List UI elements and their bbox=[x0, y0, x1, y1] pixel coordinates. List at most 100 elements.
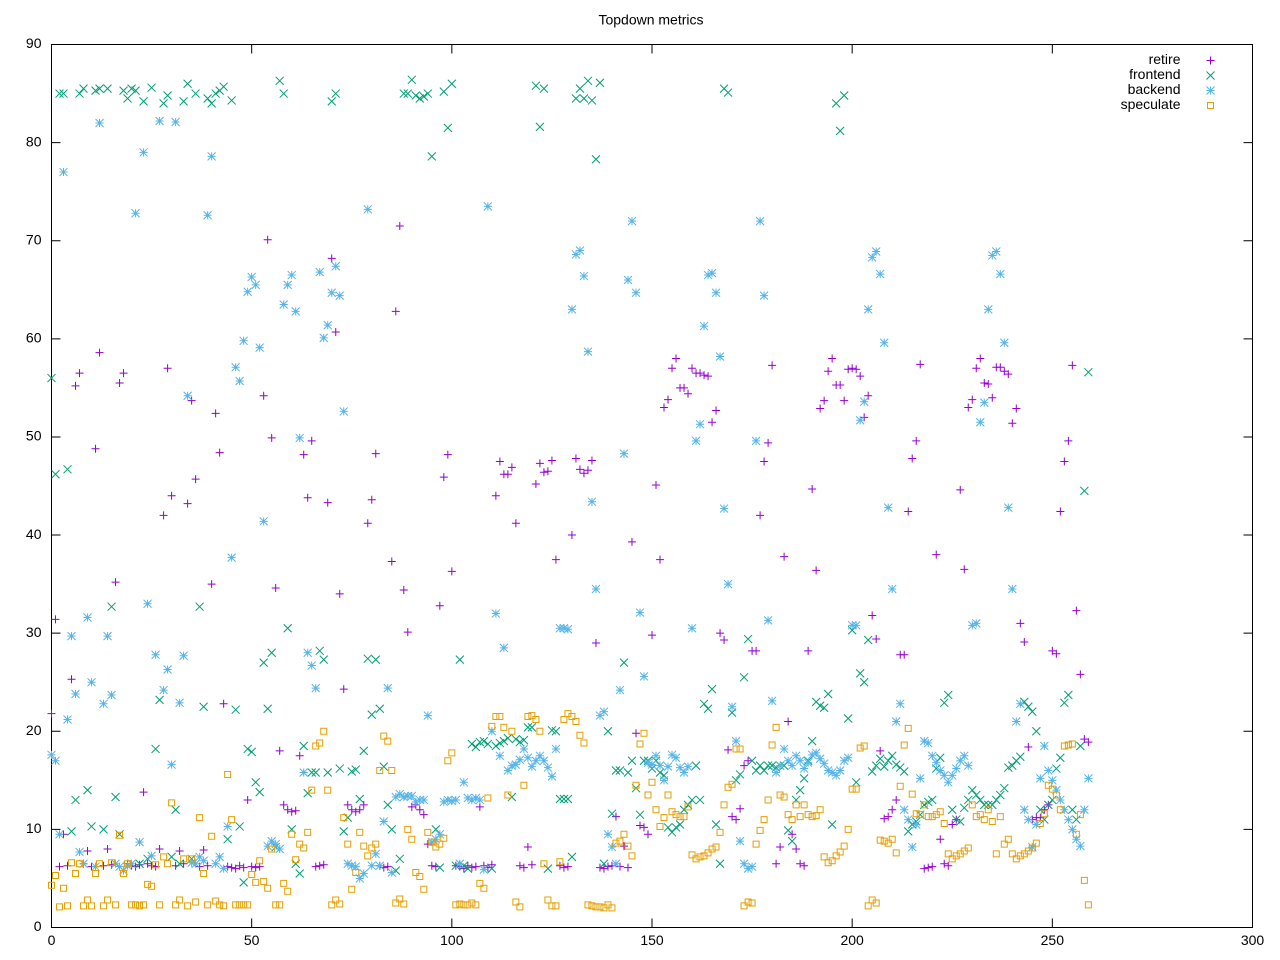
point bbox=[311, 862, 320, 871]
point bbox=[467, 795, 477, 805]
point bbox=[67, 631, 76, 641]
point bbox=[784, 811, 792, 819]
point bbox=[664, 395, 673, 404]
point bbox=[688, 851, 696, 859]
point bbox=[371, 655, 381, 665]
point bbox=[487, 726, 497, 736]
point bbox=[259, 658, 269, 667]
point bbox=[319, 860, 328, 869]
point bbox=[447, 567, 456, 576]
point bbox=[156, 901, 164, 909]
point bbox=[160, 853, 168, 861]
point bbox=[687, 623, 697, 633]
point bbox=[300, 844, 308, 852]
point bbox=[823, 766, 833, 775]
point bbox=[780, 552, 789, 561]
point bbox=[75, 369, 84, 378]
point bbox=[151, 650, 160, 660]
point bbox=[71, 795, 80, 805]
point bbox=[315, 646, 325, 656]
point bbox=[896, 782, 904, 790]
point bbox=[315, 861, 324, 870]
point bbox=[111, 859, 120, 869]
point bbox=[552, 902, 560, 910]
point bbox=[1071, 834, 1081, 844]
point bbox=[919, 736, 929, 746]
point bbox=[967, 785, 977, 795]
point bbox=[1055, 795, 1065, 805]
point bbox=[871, 247, 881, 256]
point bbox=[163, 364, 172, 373]
point bbox=[439, 473, 448, 482]
point bbox=[872, 635, 881, 644]
point bbox=[503, 766, 513, 775]
point bbox=[247, 862, 256, 871]
point bbox=[627, 756, 637, 766]
point bbox=[687, 795, 697, 805]
point bbox=[888, 835, 896, 843]
point bbox=[419, 795, 429, 805]
point bbox=[872, 899, 880, 907]
point bbox=[207, 151, 216, 161]
point bbox=[327, 288, 337, 298]
point bbox=[751, 766, 761, 775]
point bbox=[267, 836, 277, 846]
point bbox=[179, 97, 188, 106]
point bbox=[892, 849, 900, 857]
point bbox=[556, 858, 564, 866]
point bbox=[839, 756, 849, 766]
point bbox=[443, 795, 453, 805]
point bbox=[591, 154, 601, 164]
point bbox=[531, 480, 540, 489]
point bbox=[428, 838, 436, 846]
point bbox=[511, 760, 521, 769]
point bbox=[807, 736, 817, 746]
point bbox=[396, 895, 404, 903]
point bbox=[103, 845, 112, 854]
point bbox=[107, 602, 116, 612]
point bbox=[1067, 805, 1077, 815]
point bbox=[435, 829, 445, 839]
point bbox=[971, 619, 981, 628]
point bbox=[736, 745, 744, 753]
point bbox=[235, 822, 245, 831]
point bbox=[276, 901, 284, 909]
point bbox=[867, 767, 877, 776]
point bbox=[260, 877, 268, 885]
point bbox=[375, 704, 385, 714]
point bbox=[747, 756, 757, 766]
point bbox=[768, 741, 776, 749]
point bbox=[968, 395, 977, 404]
point bbox=[275, 76, 285, 86]
point bbox=[599, 859, 609, 869]
point bbox=[415, 795, 425, 805]
point bbox=[963, 761, 973, 770]
point bbox=[1011, 717, 1021, 726]
point bbox=[1035, 805, 1045, 815]
point bbox=[863, 305, 873, 314]
point bbox=[959, 751, 969, 761]
point bbox=[495, 457, 504, 466]
point bbox=[155, 116, 164, 126]
point bbox=[920, 864, 929, 873]
point bbox=[183, 79, 192, 89]
point bbox=[347, 861, 357, 871]
point bbox=[283, 280, 293, 290]
point bbox=[247, 747, 257, 757]
point bbox=[595, 78, 605, 88]
point bbox=[407, 791, 417, 801]
point bbox=[859, 677, 869, 687]
point bbox=[608, 904, 616, 912]
point bbox=[559, 794, 569, 804]
point bbox=[135, 837, 144, 847]
point bbox=[943, 777, 953, 787]
point bbox=[220, 902, 228, 910]
point bbox=[343, 800, 352, 809]
point bbox=[880, 837, 888, 845]
point bbox=[420, 885, 428, 893]
point bbox=[1040, 810, 1048, 818]
point bbox=[496, 713, 504, 721]
point bbox=[331, 89, 341, 98]
point bbox=[760, 816, 768, 824]
point bbox=[875, 754, 885, 764]
